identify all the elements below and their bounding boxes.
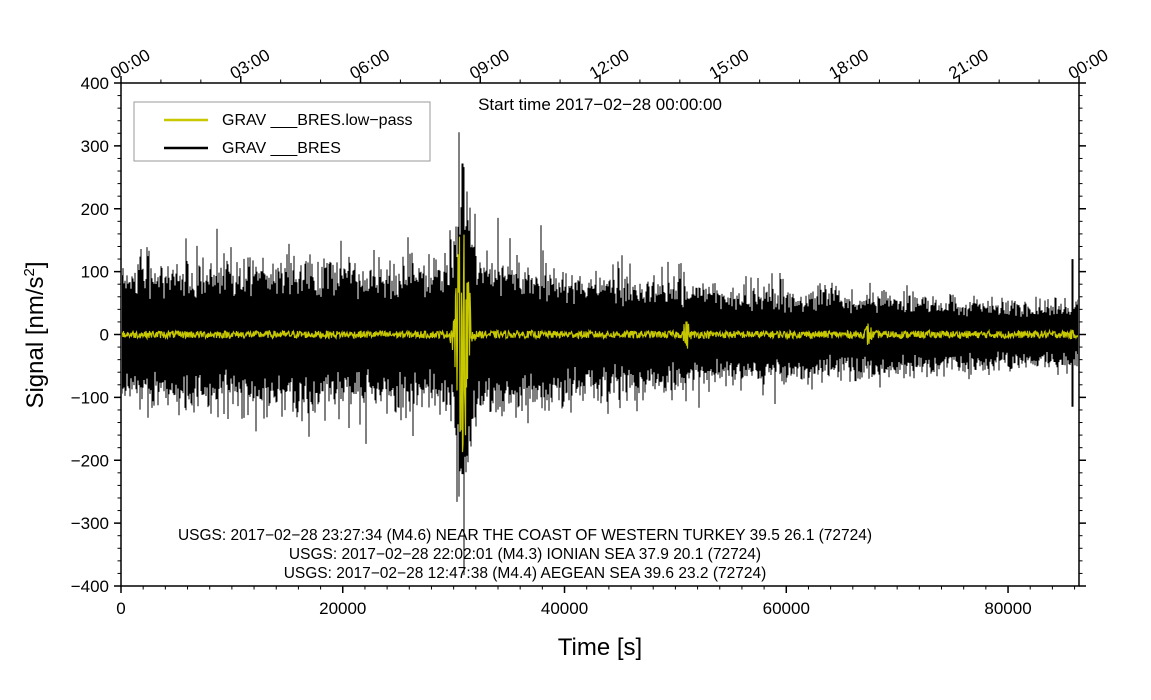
y-tick-label: −200 [71,451,109,470]
event-annotation-1: USGS: 2017−02−28 23:27:34 (M4.6) NEAR TH… [178,527,872,544]
y-axis-title: Signal [nm/s2] [21,261,49,408]
x-tick-label: 40000 [541,599,588,618]
y-tick-label: 0 [100,326,109,345]
y-axis-title-main: Signal [nm/s [22,276,49,408]
lowpass-signal-trace [122,234,1078,453]
legend-label-raw: GRAV ___BRES [222,140,341,157]
start-time-title: Start time 2017−02−28 00:00:00 [478,95,722,114]
y-tick-label: 300 [81,137,109,156]
y-tick-label: 400 [81,74,109,93]
x-tick-label: 60000 [763,599,810,618]
legend: GRAV ___BRES.low−pass GRAV ___BRES [133,101,431,162]
y-axis-title-close: ] [22,261,49,268]
legend-label-lowpass: GRAV ___BRES.low−pass [222,112,412,129]
x-tick-label: 0 [116,599,125,618]
x-axis-title: Time [s] [558,634,642,661]
event-annotation-2: USGS: 2017−02−28 22:02:01 (M4.3) IONIAN … [289,546,761,563]
top-time-tick-label: 12:00 [586,45,632,83]
top-time-tick-label: 15:00 [706,45,752,83]
y-tick-label: −300 [71,514,109,533]
x-tick-label: 80000 [984,599,1031,618]
y-axis-title-superscript: 2 [21,268,38,276]
top-time-tick-label: 09:00 [466,45,512,83]
top-time-tick-label: 03:00 [227,45,273,83]
top-time-tick-label: 18:00 [826,45,872,83]
legend-box [133,101,431,162]
top-time-tick-label: 21:00 [945,45,991,83]
y-tick-label: −400 [71,577,109,596]
top-time-tick-label: 00:00 [107,45,153,83]
y-tick-label: −100 [71,388,109,407]
top-time-tick-label: 06:00 [347,45,393,83]
trace-layer [122,132,1078,576]
x-tick-label: 20000 [319,599,366,618]
y-tick-label: 200 [81,200,109,219]
y-tick-label: 100 [81,263,109,282]
top-time-tick-label: 00:00 [1065,45,1111,83]
event-annotation-3: USGS: 2017−02−28 12:47:38 (M4.4) AEGEAN … [284,565,767,582]
